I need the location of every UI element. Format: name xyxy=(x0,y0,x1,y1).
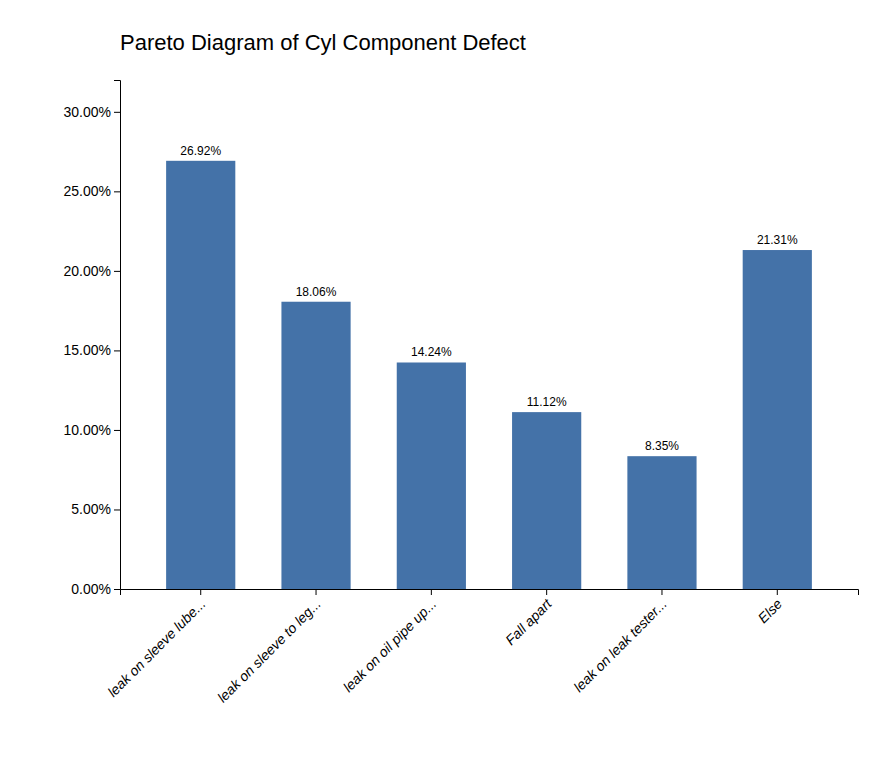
y-tick-mark xyxy=(114,509,120,510)
data-label: 14.24% xyxy=(411,345,452,359)
y-tick-mark xyxy=(114,191,120,192)
x-tick-mark xyxy=(200,589,201,595)
x-tick-label: leak on oil pipe up... xyxy=(340,596,439,695)
bar xyxy=(166,161,235,589)
x-tick-mark xyxy=(546,589,547,595)
bar xyxy=(627,456,696,589)
data-label: 18.06% xyxy=(296,285,337,299)
data-label: 21.31% xyxy=(757,233,798,247)
y-tick-label: 10.00% xyxy=(64,422,111,438)
x-tick: Fall apart xyxy=(502,589,555,648)
y-tick: 25.00% xyxy=(64,183,120,199)
x-tick: leak on sleeve to leg... xyxy=(214,589,324,705)
y-tick-mark xyxy=(114,271,120,272)
y-tick-label: 5.00% xyxy=(71,501,111,517)
y-tick: 10.00% xyxy=(64,422,120,438)
x-tick: Else xyxy=(755,589,786,626)
x-tick-mark xyxy=(777,589,778,595)
bars xyxy=(166,161,812,589)
bar xyxy=(397,362,466,589)
y-tick: 20.00% xyxy=(64,263,120,279)
x-tick-label: leak on leak tester... xyxy=(570,596,670,696)
plot-area: 0.00% 5.00% 10.00% 15.00% 20.00% 25.00% 30.00%… xyxy=(64,81,859,706)
bar xyxy=(281,302,350,589)
x-tick-label: Fall apart xyxy=(502,595,555,648)
x-axis: leak on sleeve lube...leak on sleeve to … xyxy=(104,589,858,705)
x-tick-mark xyxy=(431,589,432,595)
y-axis-line xyxy=(114,81,121,590)
data-labels: 26.92% 18.06% 14.24% 11.12% 8.35% 21.31% xyxy=(180,144,798,453)
x-tick-label: leak on sleeve to leg... xyxy=(214,596,324,706)
x-axis-line xyxy=(121,590,859,596)
y-tick: 15.00% xyxy=(64,342,120,358)
title: Pareto Diagram of Cyl Component Defect xyxy=(120,30,526,55)
bar xyxy=(743,250,812,589)
data-label: 8.35% xyxy=(645,439,679,453)
y-tick: 0.00% xyxy=(71,581,120,597)
data-label: 11.12% xyxy=(527,395,567,409)
y-tick-label: 15.00% xyxy=(64,342,111,358)
y-tick: 5.00% xyxy=(71,501,120,517)
y-tick-mark xyxy=(114,430,120,431)
data-label: 26.92% xyxy=(180,144,221,158)
x-tick: leak on leak tester... xyxy=(570,589,670,695)
y-tick-mark xyxy=(114,589,120,590)
x-tick: leak on sleeve lube... xyxy=(104,589,208,700)
y-tick-label: 30.00% xyxy=(64,104,111,120)
x-tick-mark xyxy=(661,589,662,595)
y-tick-mark xyxy=(114,350,120,351)
y-tick-label: 25.00% xyxy=(64,183,111,199)
y-tick-label: 0.00% xyxy=(71,581,111,597)
x-tick: leak on oil pipe up... xyxy=(340,589,439,695)
y-tick-label: 20.00% xyxy=(64,263,111,279)
x-tick-mark xyxy=(316,589,317,595)
x-tick-label: Else xyxy=(755,595,786,626)
bar xyxy=(512,412,581,589)
y-tick-mark xyxy=(114,112,120,113)
y-axis: 0.00% 5.00% 10.00% 15.00% 20.00% 25.00% 30.00% xyxy=(64,81,121,597)
chart: 0.00% 5.00% 10.00% 15.00% 20.00% 25.00% 30.00%… xyxy=(0,0,888,769)
y-tick: 30.00% xyxy=(64,104,120,120)
x-tick-label: leak on sleeve lube... xyxy=(104,596,208,700)
